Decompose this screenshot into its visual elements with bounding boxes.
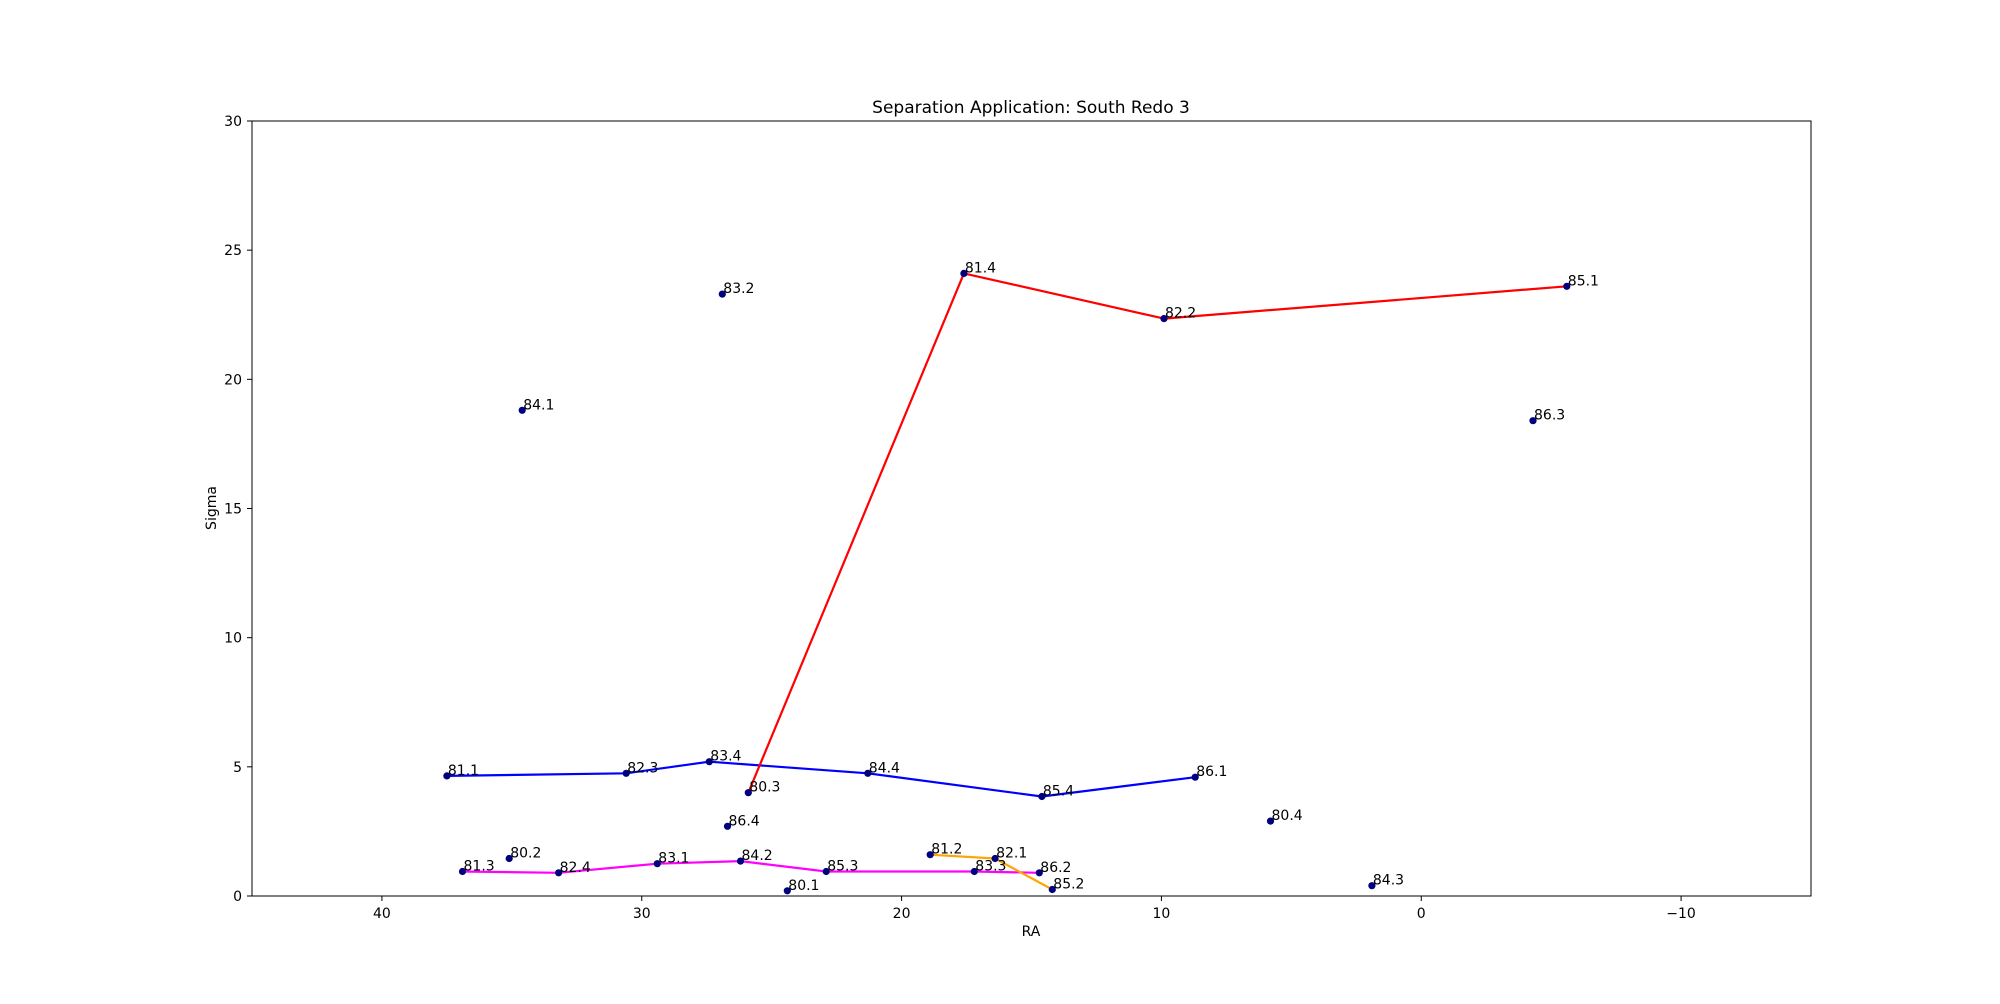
data-label: 82.4 (560, 860, 591, 876)
data-point (1048, 885, 1056, 894)
data-point (653, 860, 661, 868)
x-tick-label: 40 (373, 906, 391, 922)
data-point (926, 851, 934, 859)
y-tick-label: 10 (224, 631, 242, 647)
data-point (458, 867, 467, 876)
data-label: 83.1 (658, 851, 689, 867)
series-line-2 (747, 272, 1567, 794)
data-label: 85.3 (827, 859, 858, 875)
series-line-1 (446, 760, 1196, 798)
data-point (864, 769, 872, 777)
data-point (1368, 882, 1376, 890)
data-label: 80.2 (510, 846, 541, 862)
data-label: 83.4 (710, 749, 741, 765)
y-tick-label: 5 (233, 760, 242, 776)
x-tick-label: 30 (633, 906, 651, 922)
data-label: 81.1 (448, 763, 479, 779)
data-point (1035, 869, 1043, 877)
x-tick-label: −10 (1666, 906, 1696, 922)
data-point (822, 867, 830, 876)
data-label: 84.4 (869, 760, 900, 776)
data-point (505, 854, 513, 863)
data-point (1266, 817, 1275, 825)
data-label: 86.4 (729, 813, 760, 829)
series-lines (446, 272, 1567, 891)
y-tick-label: 30 (224, 114, 242, 130)
data-label: 85.4 (1043, 784, 1074, 800)
data-label: 81.4 (965, 260, 996, 276)
x-tick-label: 20 (893, 906, 911, 922)
data-point (622, 769, 630, 777)
axis-ticks: 40 30 20 10 0 −10 0 5 10 15 20 25 30 (224, 114, 1696, 922)
data-point (443, 772, 451, 780)
data-point (718, 290, 726, 298)
x-tick-label: 0 (1417, 906, 1426, 922)
data-point (1529, 417, 1537, 425)
plot-area-frame (251, 120, 1812, 897)
data-point (744, 789, 752, 797)
data-label: 84.1 (523, 397, 554, 413)
y-tick-label: 0 (233, 889, 242, 905)
data-points (443, 269, 1571, 895)
data-point (1191, 773, 1199, 781)
y-tick-label: 25 (224, 243, 242, 259)
data-label: 85.2 (1053, 877, 1084, 893)
x-axis-label: RA (1022, 924, 1041, 940)
data-point (960, 269, 968, 277)
data-point (970, 867, 978, 876)
data-label: 84.3 (1373, 873, 1404, 889)
data-label: 80.3 (749, 780, 780, 796)
chart-title: Separation Application: South Redo 3 (872, 98, 1190, 118)
data-label: 86.2 (1040, 860, 1071, 876)
data-point (736, 857, 745, 865)
data-label: 81.2 (931, 842, 962, 858)
data-label: 80.1 (788, 878, 819, 894)
data-point (723, 822, 732, 830)
data-label: 82.1 (996, 846, 1027, 862)
data-label: 82.3 (627, 760, 658, 776)
point-labels: 81.1 82.3 83.4 84.4 85.4 86.1 80.3 81.4 82.2 85.1… (448, 260, 1599, 893)
data-label: 83.2 (723, 281, 754, 297)
data-point (705, 758, 713, 766)
data-label: 80.4 (1272, 808, 1303, 824)
data-point (1160, 315, 1168, 323)
data-label: 82.2 (1165, 306, 1196, 322)
data-label: 86.1 (1196, 764, 1227, 780)
data-point (1563, 282, 1571, 290)
data-label: 84.2 (742, 848, 773, 864)
x-tick-label: 10 (1153, 906, 1171, 922)
data-point (1038, 792, 1046, 801)
y-tick-label: 20 (224, 372, 242, 388)
y-tick-label: 15 (224, 502, 242, 518)
data-label: 81.3 (464, 859, 495, 875)
data-point (783, 887, 791, 895)
data-label: 83.3 (975, 859, 1006, 875)
data-point (991, 854, 999, 863)
data-point (518, 406, 526, 414)
data-point (555, 869, 563, 877)
data-label: 86.3 (1534, 408, 1565, 424)
data-label: 85.1 (1568, 273, 1599, 289)
y-axis-label: Sigma (204, 486, 220, 530)
